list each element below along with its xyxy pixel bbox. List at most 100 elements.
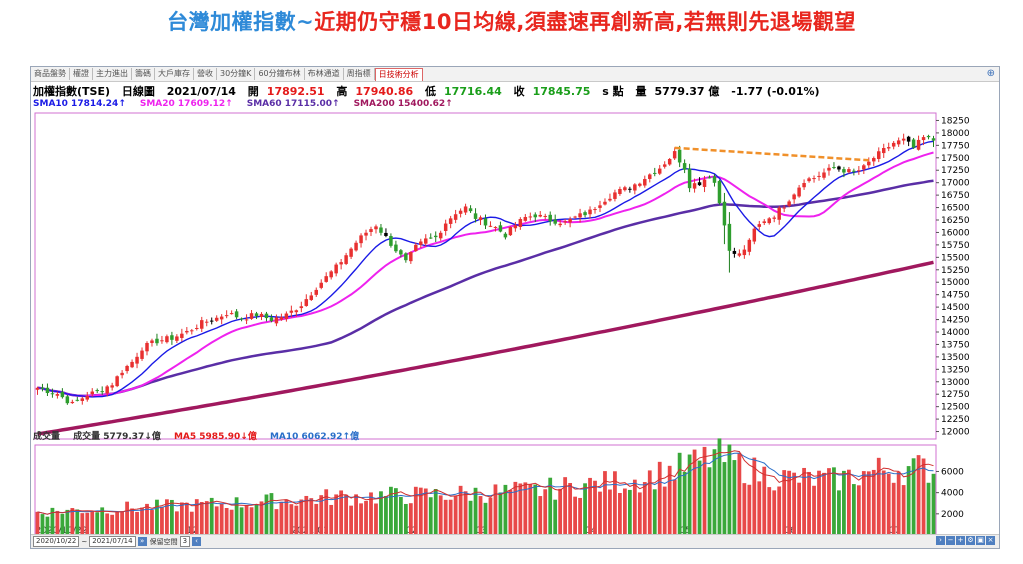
price-tick-label-25: 18250 <box>941 116 970 126</box>
candle-body-175 <box>906 136 911 142</box>
candle-body-64 <box>354 242 358 251</box>
tab-6[interactable]: 30分鐘K <box>217 68 256 80</box>
zoom-out-icon[interactable]: − <box>946 536 955 545</box>
tab-10[interactable]: 日技術分析 <box>374 67 423 81</box>
price-tick-label-1: 12250 <box>941 415 970 425</box>
tab-8[interactable]: 布林通道 <box>305 68 344 80</box>
price-tick-label-13: 15250 <box>941 266 970 276</box>
volume-ma10: MA10 6062.92↑億 <box>269 432 360 442</box>
candle-body-158 <box>822 172 826 178</box>
candle-body-101 <box>538 214 542 217</box>
volume-bar-136 <box>712 449 717 535</box>
volume-bar-87 <box>468 500 473 535</box>
price-tick-label-19: 16750 <box>941 191 970 201</box>
volume-bar-10 <box>85 512 90 535</box>
candle-body-91 <box>488 225 493 227</box>
range-from[interactable]: 2020/10/22 <box>33 536 80 547</box>
candle-body-43 <box>249 313 254 319</box>
volume-bar-137 <box>717 438 722 535</box>
candle-body-66 <box>364 232 368 236</box>
candle-body-21 <box>140 350 144 359</box>
tab-4[interactable]: 大戶庫存 <box>155 68 194 80</box>
zoom-in-icon[interactable]: + <box>956 536 965 545</box>
volume-bar-9 <box>80 513 85 535</box>
price-tick-label-12: 15000 <box>941 278 970 288</box>
candle-body-99 <box>528 216 533 218</box>
print-icon[interactable]: ▣ <box>976 536 985 545</box>
candle-body-89 <box>478 217 483 221</box>
tab-1[interactable]: 權證 <box>70 68 93 80</box>
candle-body-26 <box>165 336 169 343</box>
candle-body-116 <box>613 192 617 199</box>
candle-body-48 <box>274 317 279 324</box>
tab-3[interactable]: 籌碼 <box>132 68 155 80</box>
sma-legend-item-1: SMA20 17609.12↑ <box>139 99 233 109</box>
volume-bar-157 <box>817 470 821 535</box>
volume-bar-117 <box>618 492 622 535</box>
volume-bar-84 <box>453 495 458 535</box>
price-tick-label-20: 17000 <box>941 179 970 189</box>
candle-body-40 <box>234 311 239 318</box>
tab-2[interactable]: 主力進出 <box>93 68 132 80</box>
volume-bar-6 <box>65 509 70 535</box>
candle-body-165 <box>857 170 861 172</box>
candle-body-53 <box>299 306 304 309</box>
chart-canvas[interactable]: 12000 12250 12500 12750 13000 13250 13500 13750… <box>31 67 999 537</box>
volume-bar-170 <box>881 470 886 535</box>
candle-body-155 <box>807 178 811 182</box>
volume-bar-27 <box>170 499 174 535</box>
candle-body-14 <box>105 386 109 394</box>
candle-body-100 <box>533 214 538 218</box>
tab-7[interactable]: 60分鐘布林 <box>255 68 305 80</box>
volume-bar-172 <box>891 482 896 535</box>
symbol-name: 加權指數(TSE) <box>33 85 110 98</box>
candle-body-119 <box>628 188 632 190</box>
volume-bar-36 <box>214 506 219 535</box>
go-icon[interactable]: » <box>137 537 147 546</box>
candle-body-156 <box>812 178 816 180</box>
volume-bar-119 <box>627 489 632 535</box>
volume-bar-61 <box>339 490 344 535</box>
volume-bar-5 <box>60 513 65 535</box>
range-to[interactable]: 2021/07/14 <box>89 536 136 547</box>
keep-space-input[interactable]: 3 <box>179 536 191 547</box>
tab-5[interactable]: 營收 <box>194 68 217 80</box>
candle-body-56 <box>314 289 318 295</box>
candle-body-32 <box>195 327 199 329</box>
candle-body-37 <box>219 316 224 320</box>
candle-body-55 <box>309 295 314 300</box>
volume-bar-168 <box>871 469 876 535</box>
settings-icon[interactable]: ⚙ <box>966 536 975 545</box>
scroll-right-icon[interactable]: › <box>936 536 945 545</box>
tab-9[interactable]: 周指標 <box>344 68 375 80</box>
candle-body-124 <box>653 172 657 174</box>
high-label: 高 <box>336 85 348 98</box>
volume-bar-74 <box>403 503 408 535</box>
candle-body-0 <box>35 387 40 390</box>
volume-bar-108 <box>573 496 577 535</box>
tab-0[interactable]: 商品盤勢 <box>31 68 70 80</box>
candle-body-117 <box>618 188 622 194</box>
volume-bar-28 <box>174 511 179 535</box>
quote-date: 2021/07/14 <box>166 85 236 98</box>
candle-body-86 <box>463 206 468 213</box>
volume-bar-128 <box>672 479 677 535</box>
volume-ma5: MA5 5985.90↓億 <box>173 432 257 442</box>
candle-body-176 <box>911 139 916 148</box>
close-icon[interactable]: × <box>986 536 995 545</box>
volume-bar-58 <box>324 489 329 535</box>
volume-bar-79 <box>428 497 433 535</box>
candle-body-135 <box>707 177 712 179</box>
volume-bar-88 <box>473 487 478 535</box>
keep-space-label: 保留空間 <box>149 537 178 546</box>
volume-bar-52 <box>294 505 299 535</box>
volume-bar-160 <box>832 467 836 535</box>
unit-label: s 點 <box>602 85 624 98</box>
candle-body-39 <box>229 313 234 315</box>
candle-body-65 <box>359 235 363 244</box>
magnifier-icon[interactable]: ⊕ <box>986 68 995 79</box>
sma-legend-item-3: SMA200 15400.62↑ <box>353 99 453 109</box>
scroll-left-icon[interactable]: ‹ <box>192 537 202 546</box>
candle-body-157 <box>817 175 821 177</box>
candle-body-178 <box>921 137 926 141</box>
